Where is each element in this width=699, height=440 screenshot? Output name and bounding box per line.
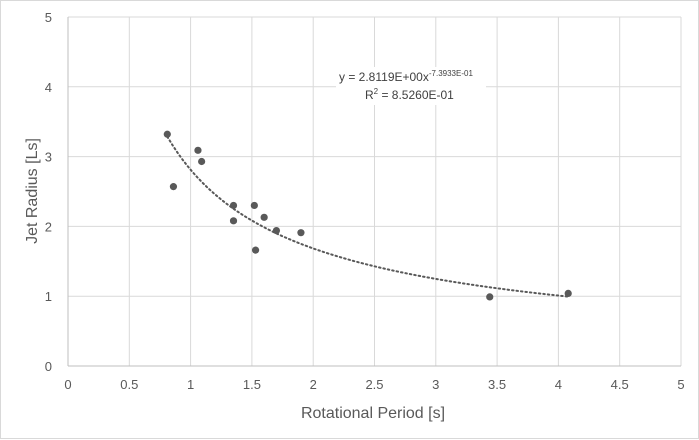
x-tick-label: 0 <box>64 377 71 392</box>
data-point <box>198 157 206 166</box>
x-tick-label: 4.5 <box>611 377 629 392</box>
y-tick-label: 5 <box>45 10 52 25</box>
x-tick-label: 3.5 <box>488 377 506 392</box>
x-tick-label: 0.5 <box>120 377 138 392</box>
data-point <box>297 229 305 237</box>
power-trendline <box>166 135 570 298</box>
y-tick-label: 1 <box>45 289 52 304</box>
data-point <box>229 201 238 210</box>
trendline-equation: y = 2.8119E+00x-7.3933E-01 <box>339 69 473 84</box>
x-tick-label: 1.5 <box>243 377 261 392</box>
data-point <box>486 293 494 301</box>
x-tick-labels: 0 0.5 1 1.5 2 2.5 3 3.5 4 4.5 5 <box>64 377 684 392</box>
data-point <box>163 130 171 138</box>
y-tick-labels: 0 1 2 3 4 5 <box>45 10 52 374</box>
x-tick-label: 2.5 <box>365 377 383 392</box>
y-axis-title: Jet Radius [Ls] <box>24 138 41 244</box>
x-axis-title: Rotational Period [s] <box>301 405 445 422</box>
data-point <box>250 201 258 210</box>
axes <box>67 17 681 367</box>
data-point <box>260 213 268 221</box>
data-points <box>163 130 572 301</box>
x-tick-label: 2 <box>310 377 317 392</box>
x-tick-label: 3 <box>432 377 439 392</box>
x-tick-label: 5 <box>677 377 684 392</box>
equation-label-bg <box>336 67 486 105</box>
data-point <box>251 246 260 254</box>
data-point <box>564 289 572 298</box>
y-tick-label: 4 <box>45 80 52 95</box>
y-tick-label: 2 <box>45 219 52 234</box>
trendline-r-squared: R2 = 8.5260E-01 <box>365 87 454 102</box>
x-tick-label: 1 <box>187 377 194 392</box>
data-point <box>229 217 238 225</box>
data-point <box>272 226 281 235</box>
y-tick-label: 0 <box>45 359 52 374</box>
x-tick-label: 4 <box>555 377 562 392</box>
data-point <box>194 146 202 154</box>
data-point <box>169 183 178 191</box>
y-tick-label: 3 <box>45 150 52 165</box>
